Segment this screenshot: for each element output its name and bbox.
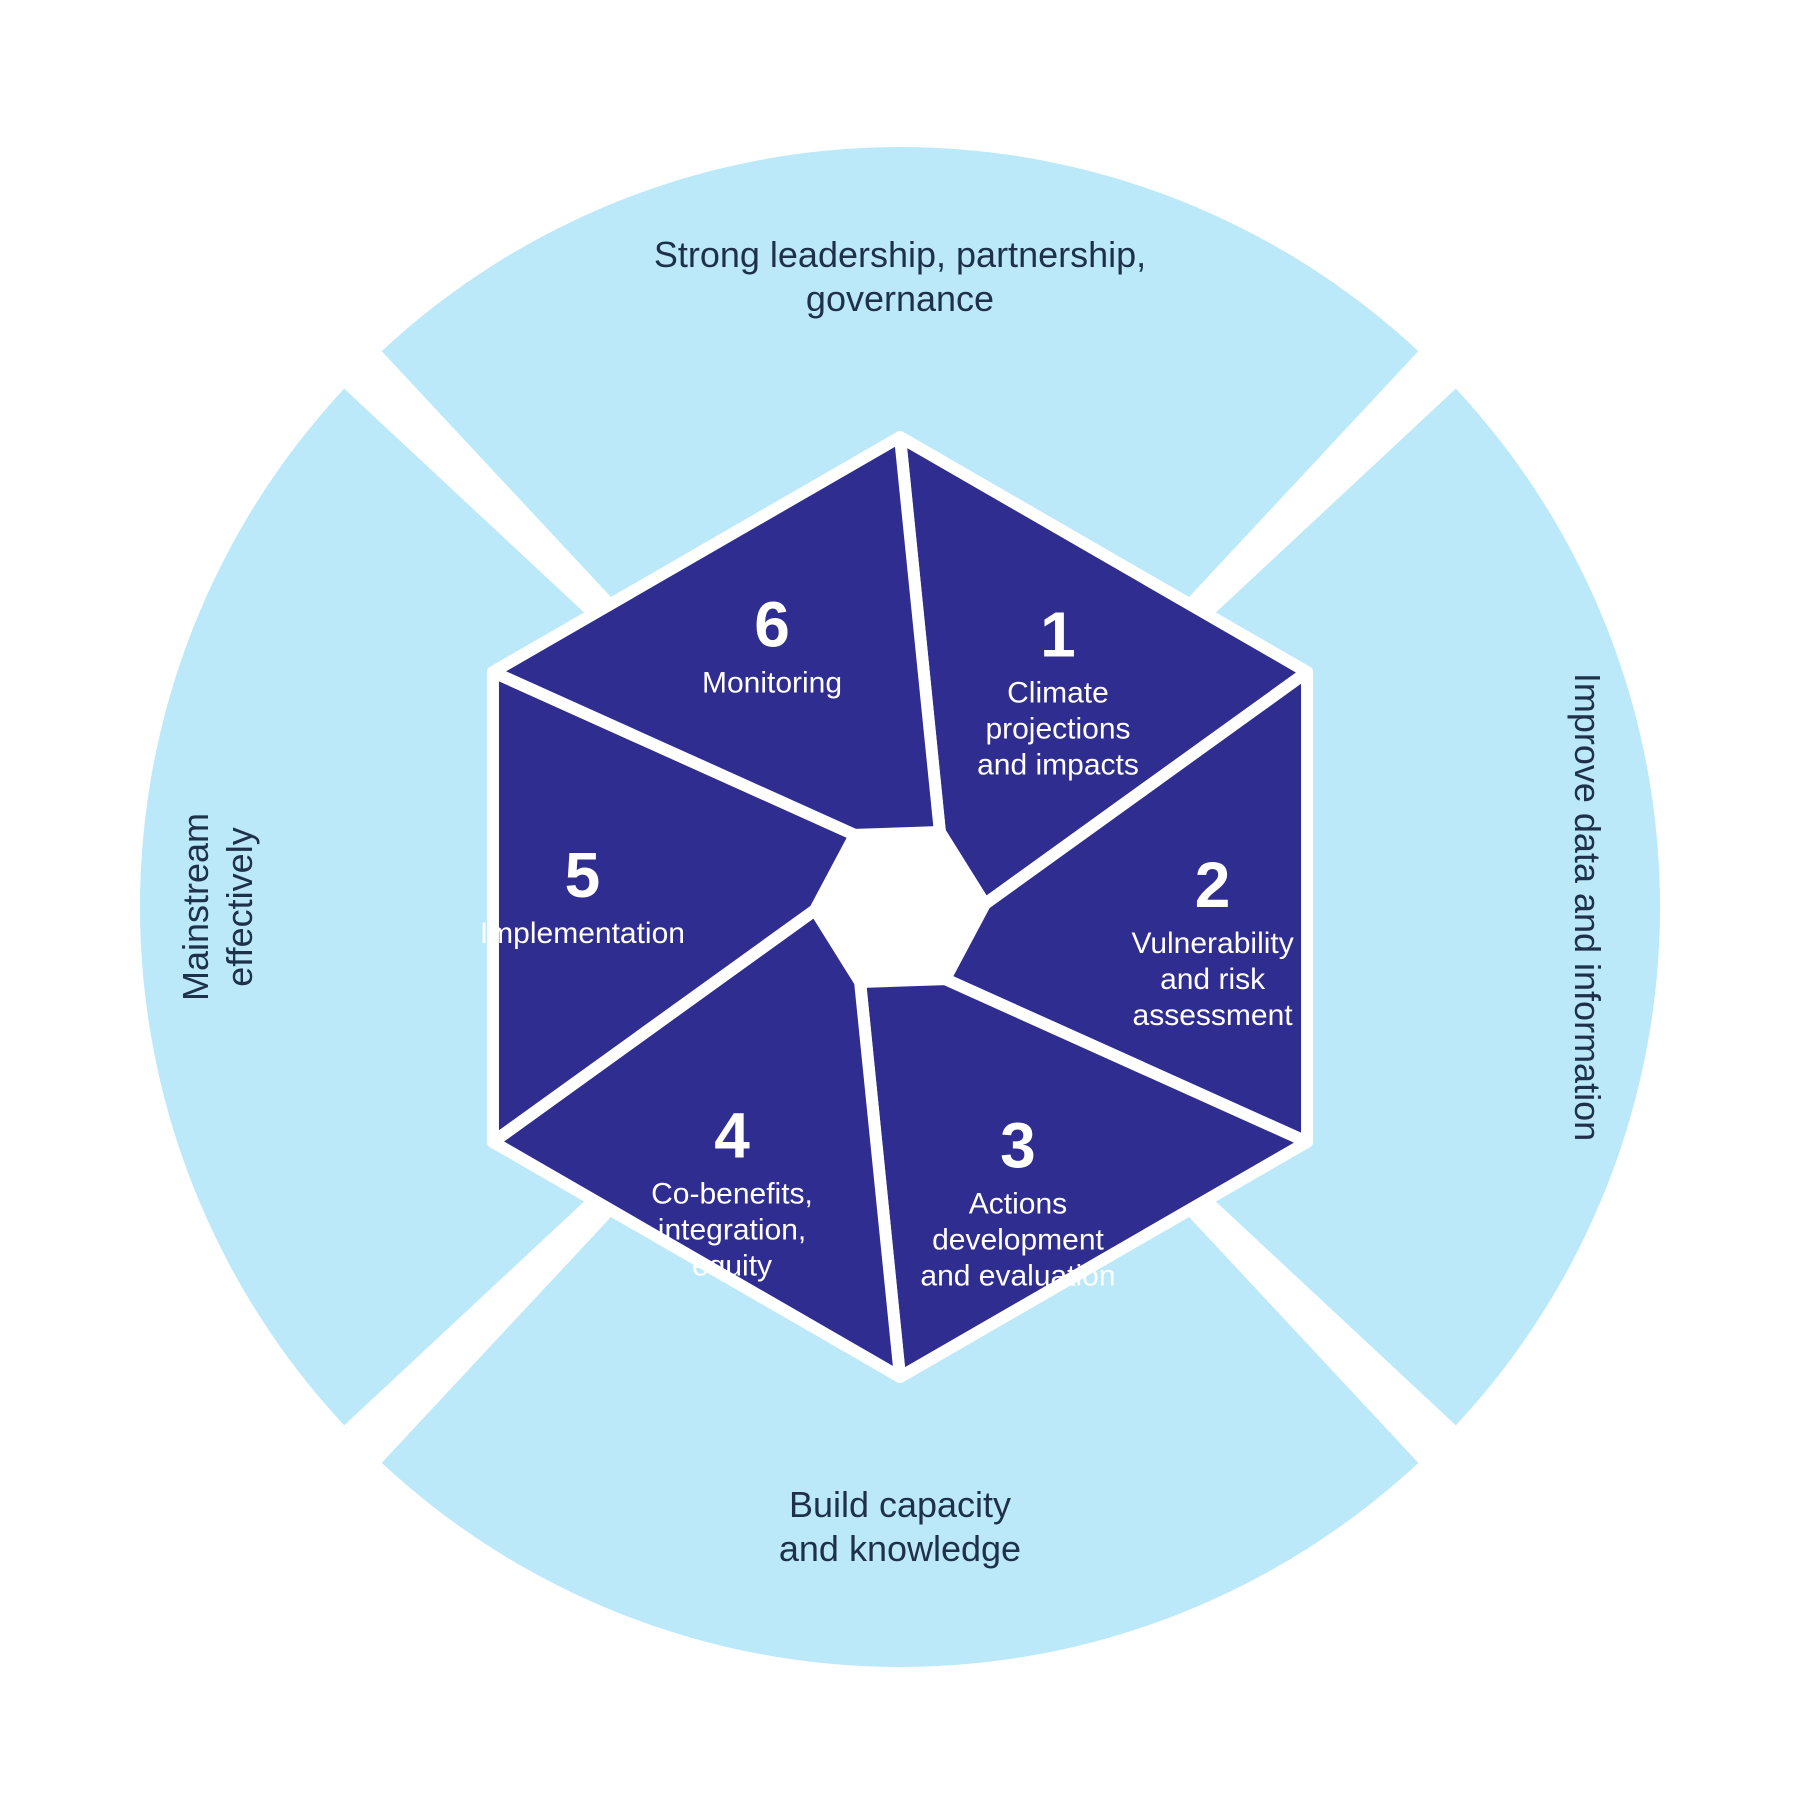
outer-label-right: Improve data and information (1567, 673, 1608, 1141)
